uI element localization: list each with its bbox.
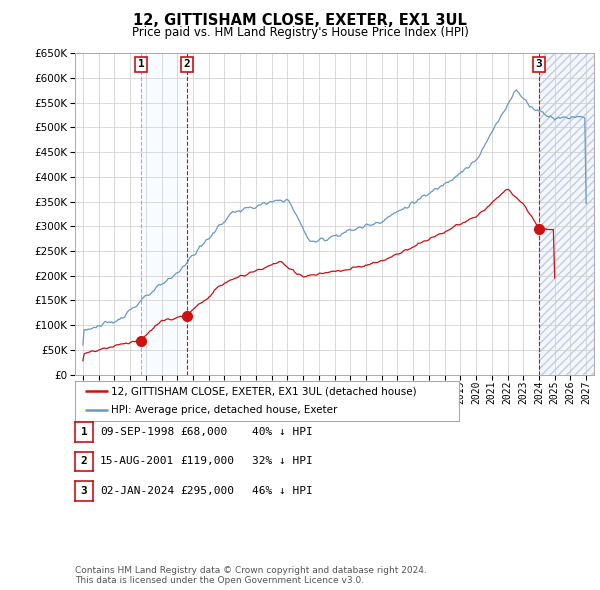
Bar [539,53,594,375]
Bar [539,53,594,375]
Text: 12, GITTISHAM CLOSE, EXETER, EX1 3UL (detached house): 12, GITTISHAM CLOSE, EXETER, EX1 3UL (de… [112,386,417,396]
Text: 12, GITTISHAM CLOSE, EXETER, EX1 3UL: 12, GITTISHAM CLOSE, EXETER, EX1 3UL [133,13,467,28]
Text: 02-JAN-2024: 02-JAN-2024 [100,486,175,496]
Text: Price paid vs. HM Land Registry's House Price Index (HPI): Price paid vs. HM Land Registry's House … [131,26,469,39]
Text: 1: 1 [80,427,88,437]
Text: Contains HM Land Registry data © Crown copyright and database right 2024.
This d: Contains HM Land Registry data © Crown c… [75,566,427,585]
Text: £295,000: £295,000 [180,486,234,496]
Text: 3: 3 [536,60,542,70]
Text: 1: 1 [137,60,144,70]
Text: 15-AUG-2001: 15-AUG-2001 [100,457,175,466]
Text: 32% ↓ HPI: 32% ↓ HPI [252,457,313,466]
Text: £68,000: £68,000 [180,427,227,437]
Text: 40% ↓ HPI: 40% ↓ HPI [252,427,313,437]
Text: 2: 2 [80,457,88,466]
Text: 3: 3 [80,486,88,496]
Bar [141,53,187,375]
Text: 09-SEP-1998: 09-SEP-1998 [100,427,175,437]
Text: 46% ↓ HPI: 46% ↓ HPI [252,486,313,496]
Text: 2: 2 [184,60,190,70]
Text: HPI: Average price, detached house, Exeter: HPI: Average price, detached house, Exet… [112,405,338,415]
Text: £119,000: £119,000 [180,457,234,466]
